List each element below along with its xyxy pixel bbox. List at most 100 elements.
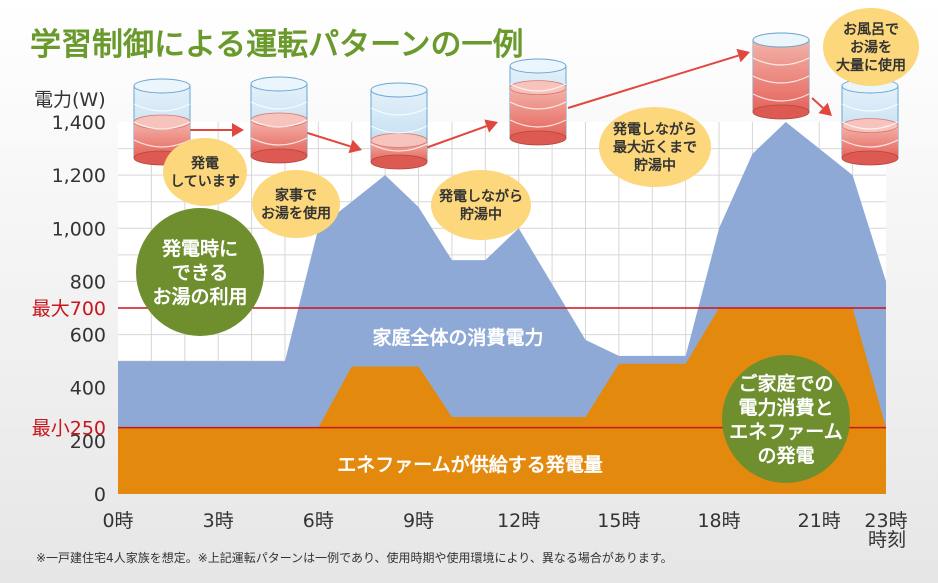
tank-water-surface: [509, 80, 567, 95]
tank-water-surface: [841, 118, 899, 133]
x-tick-label: 12時: [497, 510, 540, 532]
bubble-body: [431, 170, 531, 240]
x-tick-label: 6時: [303, 510, 334, 532]
arrow: [184, 123, 244, 137]
tank-ring: [752, 93, 810, 102]
bubble-text: しています: [170, 174, 240, 190]
bubble-body: [163, 138, 247, 206]
reference-line-label: 最小250: [32, 418, 106, 440]
circle-text: 電力消費と: [738, 396, 833, 419]
bubble-text: お湯を: [850, 39, 892, 56]
tank-top: [509, 58, 567, 74]
bubble-body: [823, 8, 919, 86]
bubble-text: 貯湯中: [634, 157, 676, 174]
tank-water-surface: [250, 112, 308, 128]
x-tick-label: 23時: [864, 510, 907, 532]
tank-ring: [509, 83, 567, 92]
x-axis-ticks: 0時 3時 6時 9時 12時 15時 18時 21時 23時: [102, 510, 907, 532]
tank-ring: [250, 119, 308, 128]
bubble-text: 発電: [190, 155, 219, 172]
tank-ring: [250, 137, 308, 146]
bubble-body: [252, 170, 340, 238]
arrow-shaft: [567, 54, 739, 109]
hot-water-tank: [250, 76, 308, 164]
x-tick-label: 15時: [597, 510, 640, 532]
tank-ring: [250, 101, 308, 110]
tank-top: [250, 76, 308, 92]
x-tick-label: 21時: [798, 510, 841, 532]
x-tick-label: 18時: [697, 510, 740, 532]
y-axis-label: 電力(W): [34, 89, 106, 111]
tank-bottom: [509, 130, 567, 146]
x-tick-label: 0時: [102, 510, 133, 532]
y-tick-label: 1,400: [52, 112, 106, 134]
tank-ring: [370, 143, 428, 152]
arrow-shaft: [419, 125, 488, 151]
tank-ring: [752, 75, 810, 84]
tank-ring: [133, 103, 191, 112]
bubble-body: [599, 107, 711, 187]
bubble-text: お風呂で: [843, 22, 899, 38]
y-tick-label: 400: [70, 378, 106, 400]
circle-text: できる: [172, 262, 229, 284]
tank-hot-water: [753, 40, 809, 112]
tank-ring: [133, 121, 191, 130]
tank-bottom: [752, 104, 810, 120]
arrow-head: [484, 119, 498, 133]
tank-top: [133, 78, 191, 94]
arrow-head: [232, 123, 244, 137]
y-tick-label: 600: [70, 325, 106, 347]
bubble-text: お湯を使用: [261, 205, 331, 222]
circle-body: [722, 355, 850, 483]
tank-top: [752, 32, 810, 48]
tank-bottom: [841, 150, 899, 166]
x-tick-label: 3時: [203, 510, 234, 532]
tank-ring: [370, 125, 428, 134]
tank-ring: [370, 107, 428, 116]
x-axis-label: 時刻: [868, 529, 906, 551]
y-tick-label: 0: [94, 484, 106, 506]
circle-text: エネファーム: [729, 421, 842, 443]
arrow: [811, 97, 832, 116]
tank-ring: [841, 103, 899, 112]
tank-top: [370, 82, 428, 98]
y-tick-label: 800: [70, 271, 106, 293]
tank-water-surface: [133, 114, 191, 130]
speech-bubbles: 発電しています家事でお湯を使用発電しながら貯湯中発電しながら最大近くまで貯湯中お…: [163, 8, 919, 240]
circle-text: 発電時に: [161, 237, 238, 260]
hot-water-tank: [370, 82, 428, 170]
tank-hot-water: [510, 87, 566, 138]
tank-water-surface: [370, 132, 428, 148]
x-tick-label: 9時: [403, 510, 434, 532]
y-axis-ticks: 0 200 400 600 800 1,000 1,200 1,400 最大700 最小250: [32, 112, 106, 506]
label-household-demand: 家庭全体の消費電力: [372, 326, 543, 349]
area-enefarm-generation: [118, 308, 886, 494]
arrow: [419, 119, 498, 151]
tank-ring: [752, 57, 810, 66]
arrow-head: [818, 102, 832, 116]
hot-water-tank: [841, 78, 899, 166]
tank-ring: [841, 139, 899, 148]
circle-text: お湯の利用: [152, 286, 247, 308]
circle-text: の発電: [757, 444, 814, 467]
bubble-text: 発電しながら: [438, 188, 523, 205]
arrow: [567, 48, 750, 109]
arrow-head: [348, 139, 362, 154]
circle-text: ご家庭での: [738, 372, 833, 395]
bubble-text: 家事で: [275, 187, 317, 204]
chart-title: 学習制御による運転パターンの一例: [30, 27, 524, 63]
bubble-text: 貯湯中: [460, 206, 502, 223]
bubble-text: 発電しながら: [612, 121, 697, 138]
tank-bottom: [370, 154, 428, 170]
arrows: [184, 48, 832, 154]
y-tick-label: 1,200: [52, 165, 106, 187]
